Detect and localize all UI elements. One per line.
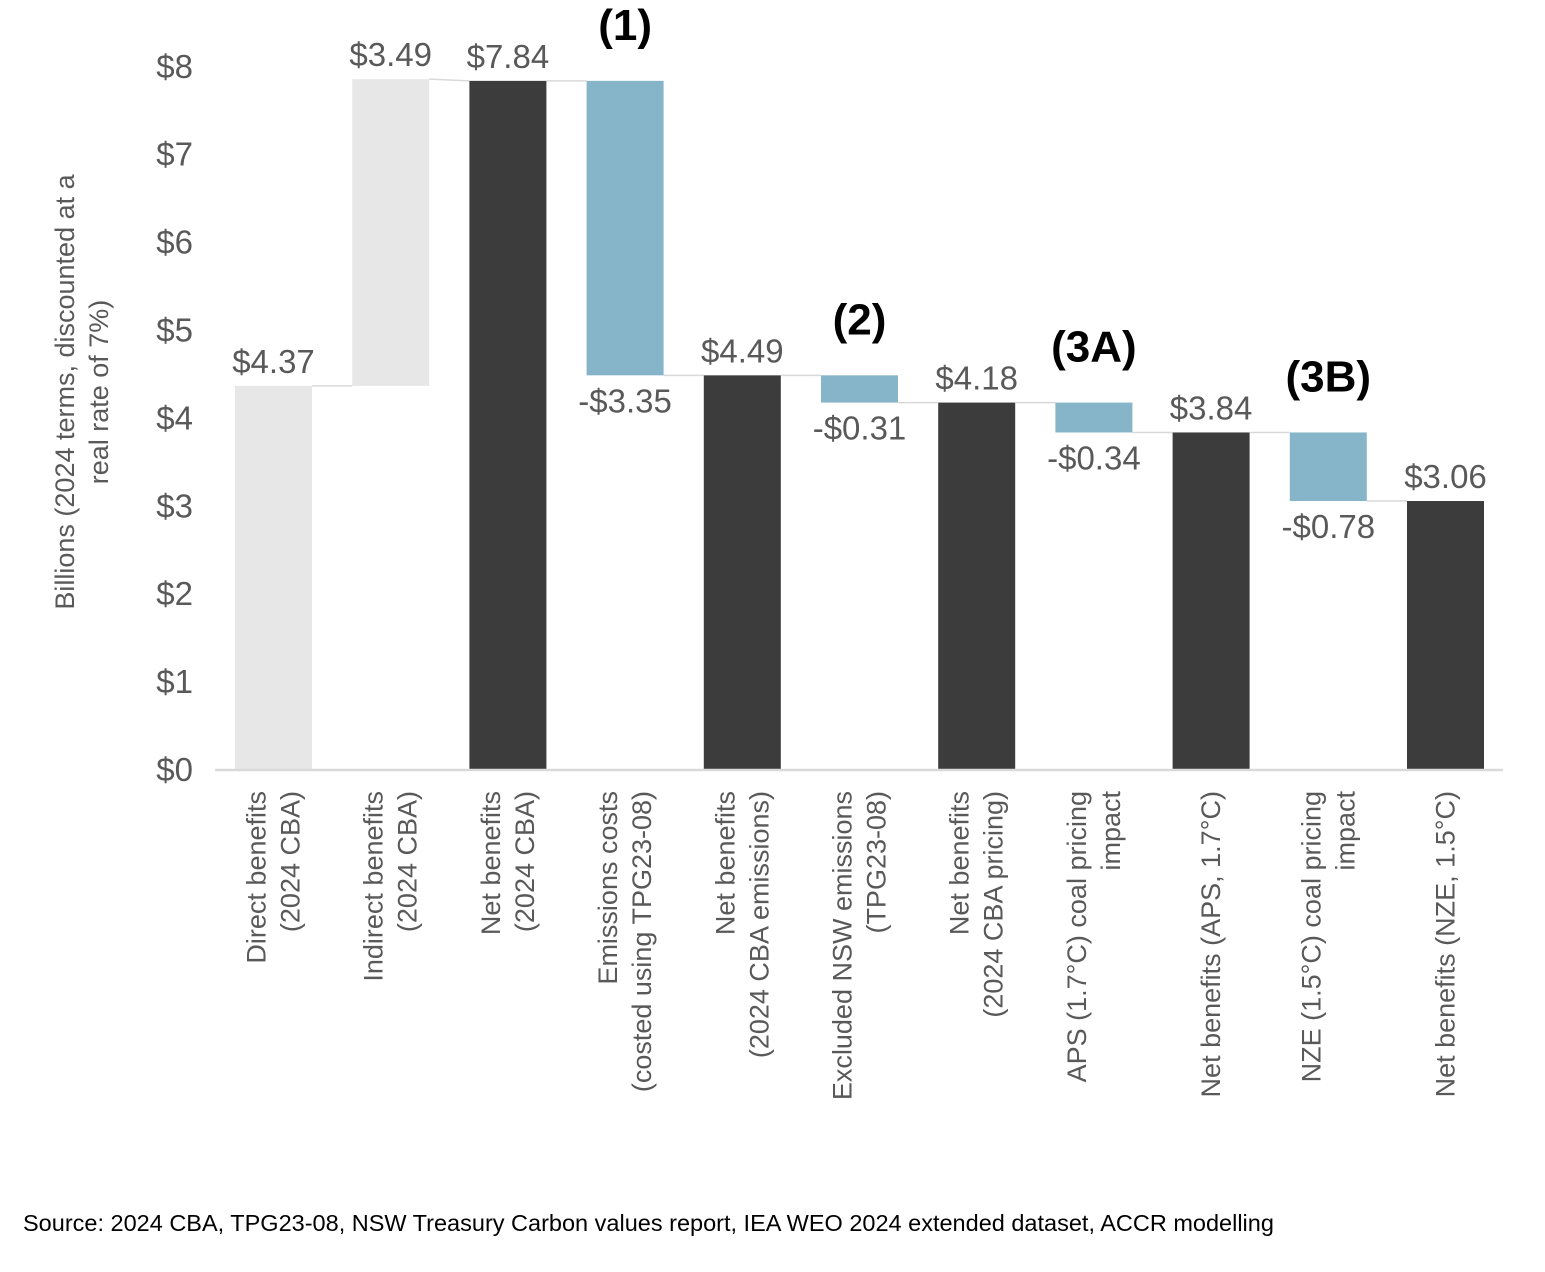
- y-tick-label: $4: [156, 399, 193, 436]
- x-tick-label: Net benefits (2024 CBA pricing): [945, 791, 1009, 1018]
- x-tick-label: NZE (1.5°C) coal pricing impact: [1296, 791, 1360, 1083]
- x-tick-label: Net benefits (2024 CBA emissions): [710, 791, 774, 1058]
- bar-7: [938, 402, 1016, 770]
- data-label: -$0.34: [1047, 439, 1141, 476]
- bar-5: [703, 375, 781, 770]
- data-label: -$0.31: [813, 410, 907, 447]
- bar-3: [469, 80, 547, 770]
- annotation-label: (3B): [1286, 352, 1372, 401]
- x-tick-label: Direct benefits (2024 CBA): [242, 791, 306, 964]
- bar-1: [235, 385, 312, 770]
- bar-6: [821, 375, 898, 403]
- data-label: -$3.35: [578, 382, 672, 419]
- y-tick-label: $2: [156, 575, 193, 612]
- data-label: $4.37: [232, 343, 315, 380]
- bar-4: [586, 80, 664, 376]
- y-tick-label: $8: [156, 48, 193, 85]
- data-label: $3.84: [1170, 389, 1253, 426]
- x-tick-label: Indirect benefits (2024 CBA): [359, 791, 423, 982]
- data-label: $4.18: [935, 360, 1018, 397]
- data-label: $7.84: [467, 38, 550, 75]
- source-note: Source: 2024 CBA, TPG23-08, NSW Treasury…: [23, 1210, 1274, 1236]
- x-tick-label: Net benefits (NZE, 1.5°C): [1431, 791, 1461, 1097]
- y-tick-label: $7: [156, 136, 193, 173]
- bar-2: [352, 79, 430, 386]
- annotation-label: (1): [598, 1, 652, 50]
- x-tick-label: APS (1.7°C) coal pricing impact: [1062, 791, 1126, 1083]
- y-tick-label: $3: [156, 487, 193, 524]
- y-tick-label: $1: [156, 663, 193, 700]
- x-tick-label: Excluded NSW emissions (TPG23-08): [828, 791, 892, 1100]
- annotation-label: (3A): [1051, 323, 1137, 372]
- data-label: $3.49: [349, 36, 432, 73]
- data-label: $4.49: [701, 332, 784, 369]
- connector-line: [429, 78, 470, 82]
- annotation-label: (2): [833, 295, 887, 344]
- x-tick-label: Emissions costs (costed using TPG23-08): [593, 791, 657, 1092]
- y-tick-label: $5: [156, 312, 193, 349]
- bar-8: [1055, 402, 1133, 433]
- y-tick-label: $0: [156, 751, 193, 788]
- bar-11: [1407, 501, 1484, 770]
- x-tick-label: Net benefits (2024 CBA): [476, 791, 540, 935]
- data-label: $3.06: [1404, 458, 1487, 495]
- x-tick-label: Net benefits (APS, 1.7°C): [1196, 791, 1226, 1097]
- bar-9: [1172, 432, 1250, 770]
- bar-10: [1289, 432, 1367, 502]
- waterfall-chart: $0 $1 $2 $3 $4 $5 $6 $7 $8 Billions (2024 terms, …: [50, 1, 1503, 1100]
- data-label: -$0.78: [1282, 508, 1376, 545]
- y-tick-label: $6: [156, 224, 193, 261]
- y-axis-title: Billions (2024 terms, discounted at a rea…: [50, 173, 114, 609]
